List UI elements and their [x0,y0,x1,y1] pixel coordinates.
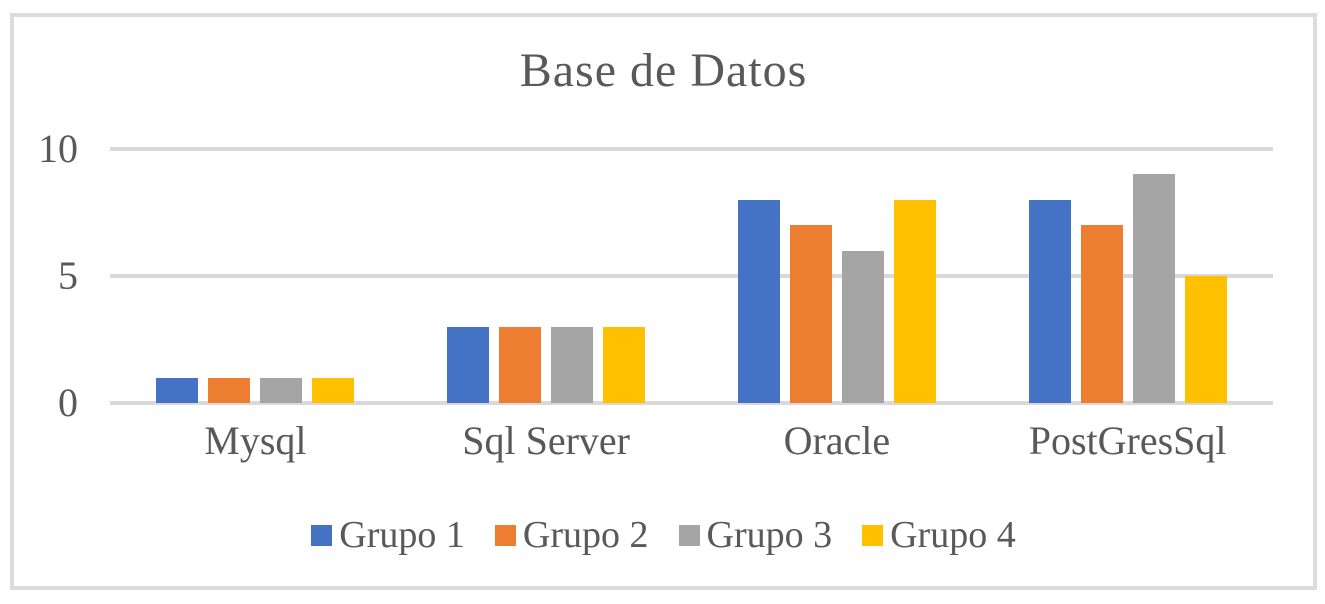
bar [447,326,490,403]
bar [893,199,936,403]
bar-group [692,149,983,403]
legend-item: Grupo 2 [494,513,649,559]
gridline [110,147,1273,151]
y-axis-tick-label: 0 [58,380,78,425]
x-axis-category-label: Oracle [783,418,891,463]
gridline [110,401,1273,405]
x-axis-category-label: Mysql [204,418,307,463]
legend-label: Grupo 2 [522,514,649,556]
legend-swatch-icon [494,525,516,547]
bar [551,326,594,403]
x-axis-category-label: Sql Server [462,418,630,463]
bar [603,326,646,403]
y-axis-tick-label: 10 [38,126,78,171]
x-axis-category-label: PostGresSql [1028,418,1227,463]
bar [737,199,780,403]
bar [156,377,199,403]
legend-label: Grupo 1 [339,514,465,556]
bar [1080,225,1123,403]
bar [499,326,542,403]
legend-swatch-icon [862,525,884,547]
bar [1028,199,1071,403]
chart-frame: Base de Datos 0 5 10 Mysql Sql Server Oracle… [10,13,1317,590]
x-axis: Mysql Sql Server Oracle PostGresSql [110,417,1273,465]
y-axis-tick-label: 5 [58,253,78,298]
plot-area [110,149,1273,403]
legend-item: Grupo 4 [862,513,1016,559]
bar [260,377,303,403]
bar [789,225,832,403]
legend-swatch-icon [678,525,700,547]
legend-label: Grupo 4 [890,514,1016,556]
bar [1132,174,1175,403]
bar [1184,276,1227,403]
chart-canvas: Base de Datos 0 5 10 Mysql Sql Server Oracle… [14,17,1313,586]
gridline [110,274,1273,278]
legend-label: Grupo 3 [706,514,833,556]
legend-swatch-icon [311,525,333,547]
bar [208,377,251,403]
legend: Grupo 1 Grupo 2 Grupo 3 Grupo 4 [14,513,1313,559]
legend-item: Grupo 3 [678,513,833,559]
bar [312,377,355,403]
bar [841,250,884,403]
chart-title: Base de Datos [519,44,808,97]
bar-group [110,149,401,403]
bar-group [401,149,692,403]
bar-group [982,149,1273,403]
legend-item: Grupo 1 [311,513,465,559]
